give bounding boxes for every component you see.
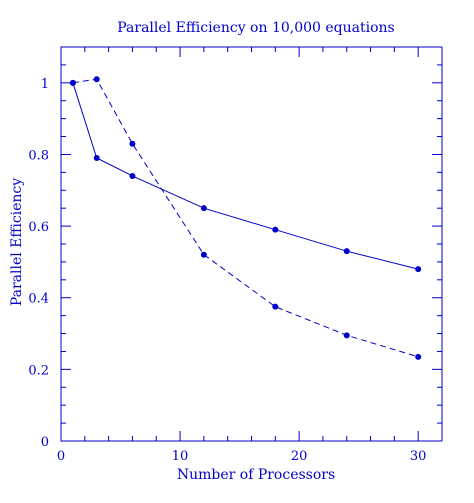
data-point-solid [93,155,100,162]
y-axis-label: Parallel Efficiency [9,178,25,306]
data-point-dashed [69,79,76,86]
x-tick-label: 30 [410,449,427,464]
data-point-solid [129,172,136,179]
x-tick-label: 20 [291,449,308,464]
series-layer [69,76,422,360]
data-point-solid [272,226,279,233]
data-point-solid [343,248,350,255]
series-line-solid [72,82,419,270]
x-axis-label: Number of Processors [177,467,335,483]
data-point-dashed [415,353,422,360]
y-tick-label: 0 [41,435,49,450]
data-point-dashed [129,140,136,147]
data-point-solid [415,266,422,273]
y-tick-label: 0.6 [28,220,49,235]
y-tick-label: 0.4 [28,292,49,307]
x-tick-label: 10 [172,449,189,464]
axis-ticks: 0 10 20 30 0 0.2 0.4 0.6 0.8 1 [28,46,443,464]
data-point-dashed [272,303,279,310]
data-point-solid [200,205,207,212]
x-tick-label: 0 [57,449,65,464]
y-tick-label: 0.2 [28,363,49,378]
series-line-dashed [72,78,419,358]
y-tick-label: 1 [41,77,49,92]
chart-title: Parallel Efficiency on 10,000 equations [117,20,394,36]
data-point-dashed [93,76,100,83]
y-tick-label: 0.8 [28,148,49,163]
data-point-dashed [200,251,207,258]
data-point-dashed [343,332,350,339]
plot-frame [60,46,443,442]
